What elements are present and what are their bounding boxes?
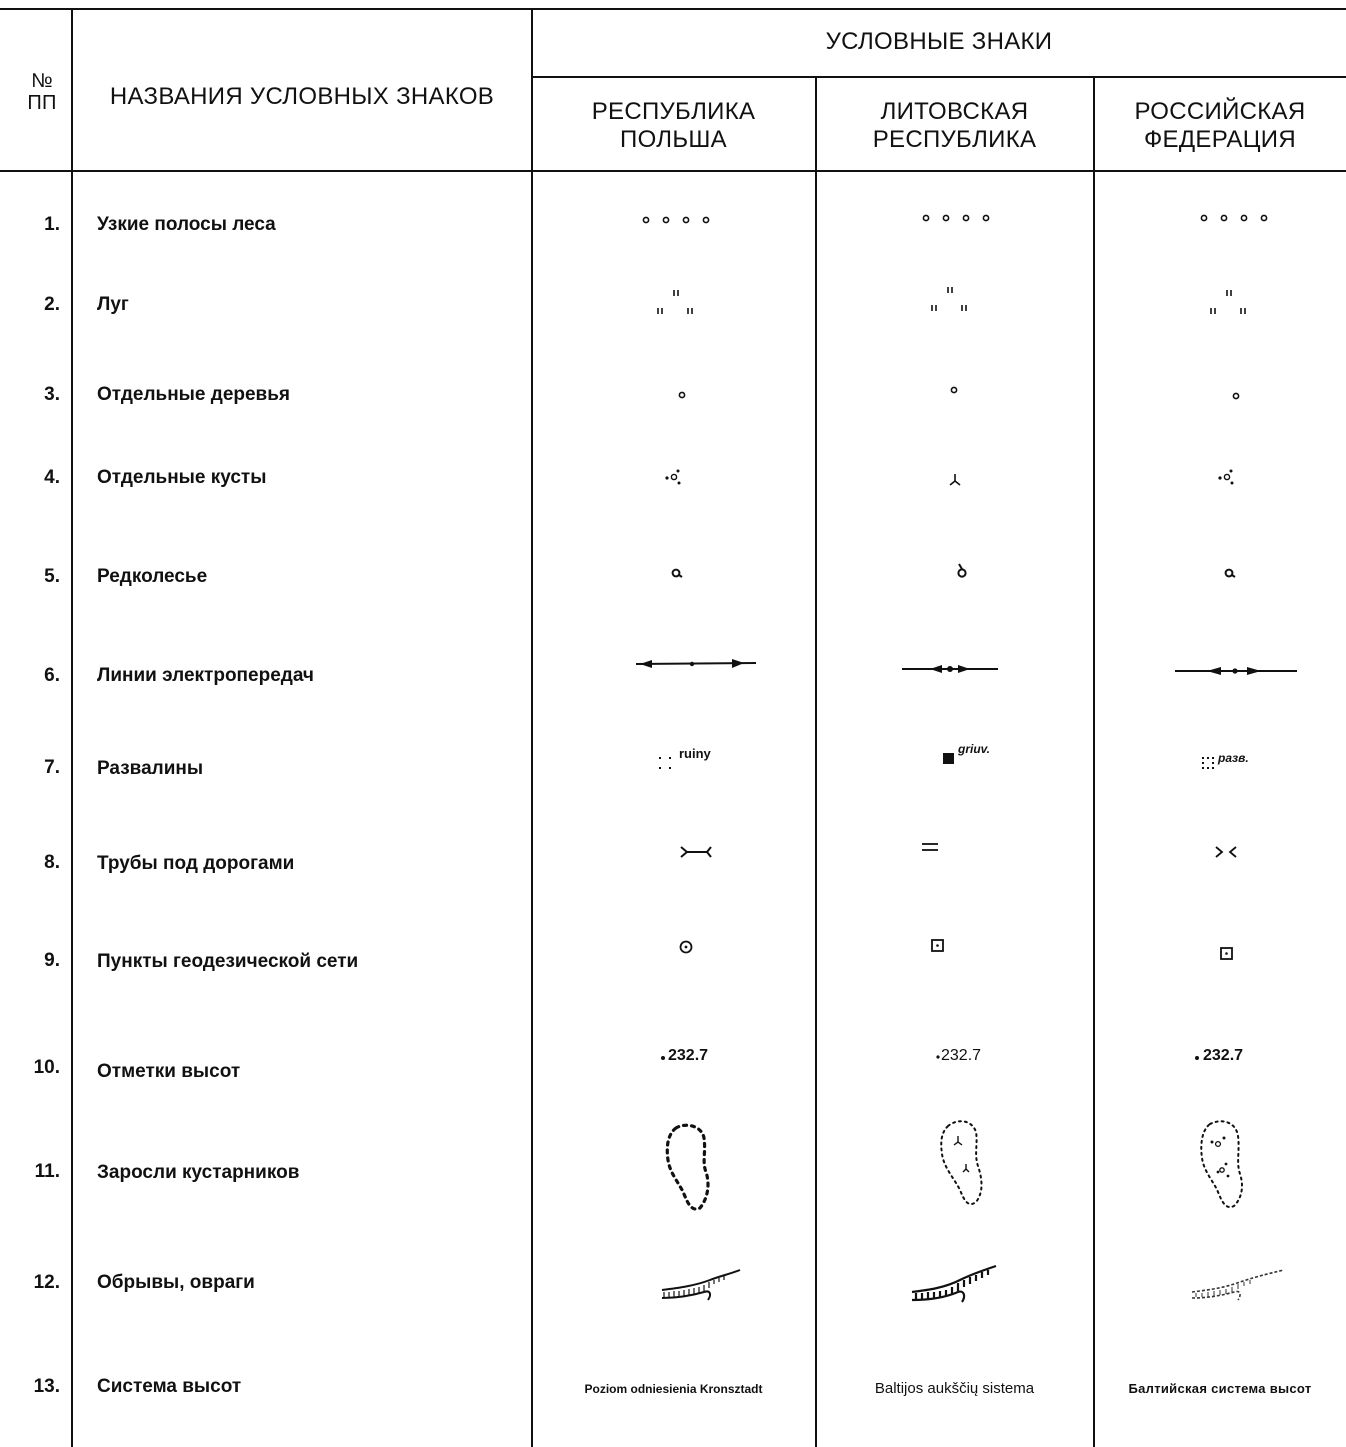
elevation-value: 232.7 [941, 1047, 982, 1064]
ruins-label: разв. [1218, 751, 1249, 765]
geodetic-point-icon [1220, 947, 1233, 960]
row-name: Отдельные кусты [97, 467, 267, 488]
meadow-icon [657, 290, 693, 314]
header-names: НАЗВАНИЯ УСЛОВНЫХ ЗНАКОВ [109, 83, 495, 110]
row-name: Трубы под дорогами [97, 853, 295, 874]
elevation-point-icon [661, 1056, 665, 1060]
forest-strip-icon [1200, 214, 1268, 222]
single-tree-icon [678, 391, 686, 399]
row-name: Заросли кустарников [97, 1162, 300, 1183]
culvert-icon [680, 846, 712, 858]
ravine-icon [911, 1264, 997, 1303]
elevation-point-icon [936, 1055, 940, 1059]
row-num: 6. [44, 665, 60, 686]
height-system-poland: Poziom odniesienia Kronsztadt [584, 1382, 763, 1396]
shrub-thicket-icon [940, 1120, 983, 1206]
bush-icon [949, 474, 961, 486]
elevation-value: 232.7 [1203, 1047, 1244, 1064]
row-num: 11. [34, 1161, 60, 1182]
row-name: Редколесье [97, 566, 208, 587]
col-divider-2 [531, 8, 533, 1447]
geodetic-point-icon [679, 940, 693, 954]
col-divider-4 [1093, 77, 1095, 1447]
col-divider-1 [71, 8, 73, 1447]
row-name: Отдельные деревья [97, 384, 291, 405]
ruins-icon [659, 757, 671, 769]
row-num: 13. [33, 1376, 60, 1397]
header-poland: РЕСПУБЛИКА ПОЛЬША [591, 98, 756, 153]
row-name: Обрывы, овраги [97, 1272, 255, 1293]
signs-subheader-divider [531, 76, 1346, 78]
header-russia: РОССИЙСКАЯ ФЕДЕРАЦИЯ [1134, 98, 1306, 153]
bush-icon [665, 469, 681, 485]
row-name: Узкие полосы леса [97, 214, 276, 235]
power-line-icon [635, 659, 757, 668]
row-name: Линии электропередач [97, 665, 314, 686]
forest-strip-icon [922, 214, 990, 222]
header-signs: УСЛОВНЫЕ ЗНАКИ [825, 28, 1053, 55]
row-num: 8. [44, 852, 60, 873]
single-tree-icon [950, 386, 958, 394]
single-tree-icon [1232, 392, 1240, 400]
ruins-icon [1202, 757, 1214, 769]
power-line-icon [1175, 667, 1297, 675]
meadow-icon [931, 287, 967, 311]
ruins-icon [943, 753, 954, 764]
row-name: Луг [97, 294, 129, 315]
row-num: 3. [44, 384, 60, 405]
culvert-icon [1215, 846, 1237, 858]
power-line-icon [902, 665, 998, 673]
row-num: 5. [44, 566, 60, 587]
row-name: Система высот [97, 1376, 242, 1397]
bush-icon [1218, 469, 1234, 485]
elevation-value: 232.7 [668, 1047, 709, 1064]
row-num: 10. [33, 1057, 60, 1078]
forest-strip-icon [642, 216, 710, 224]
height-system-russia: Балтийская система высот [1128, 1381, 1312, 1396]
sparse-forest-icon [957, 563, 967, 578]
row-num: 9. [44, 950, 60, 971]
header-num: № ПП [27, 70, 57, 114]
table-top-border [0, 8, 1346, 10]
elevation-point-icon [1195, 1056, 1199, 1060]
row-name: Пункты геодезической сети [97, 951, 359, 972]
sparse-forest-icon [1224, 568, 1236, 578]
col-divider-3 [815, 77, 817, 1447]
height-system-lithuania: Baltijos aukščių sistema [874, 1380, 1035, 1397]
header-lithuania: ЛИТОВСКАЯ РЕСПУБЛИКА [872, 98, 1037, 153]
meadow-icon [1210, 290, 1246, 314]
row-num: 2. [44, 294, 60, 315]
row-num: 12. [33, 1272, 60, 1293]
ravine-icon [1191, 1269, 1285, 1301]
shrub-thicket-icon [1200, 1120, 1243, 1208]
row-num: 7. [44, 757, 60, 778]
ruins-label: ruiny [679, 746, 711, 761]
culvert-icon [922, 843, 938, 851]
row-num: 1. [44, 214, 60, 235]
ravine-icon [661, 1269, 741, 1301]
ruins-label: griuv. [958, 742, 991, 756]
geodetic-point-icon [931, 939, 944, 952]
header-bottom-border [0, 170, 1346, 172]
sparse-forest-icon [671, 568, 683, 578]
row-num: 4. [44, 467, 60, 488]
shrub-thicket-icon [665, 1123, 710, 1211]
row-name: Отметки высот [97, 1061, 241, 1082]
row-name: Развалины [97, 758, 204, 779]
